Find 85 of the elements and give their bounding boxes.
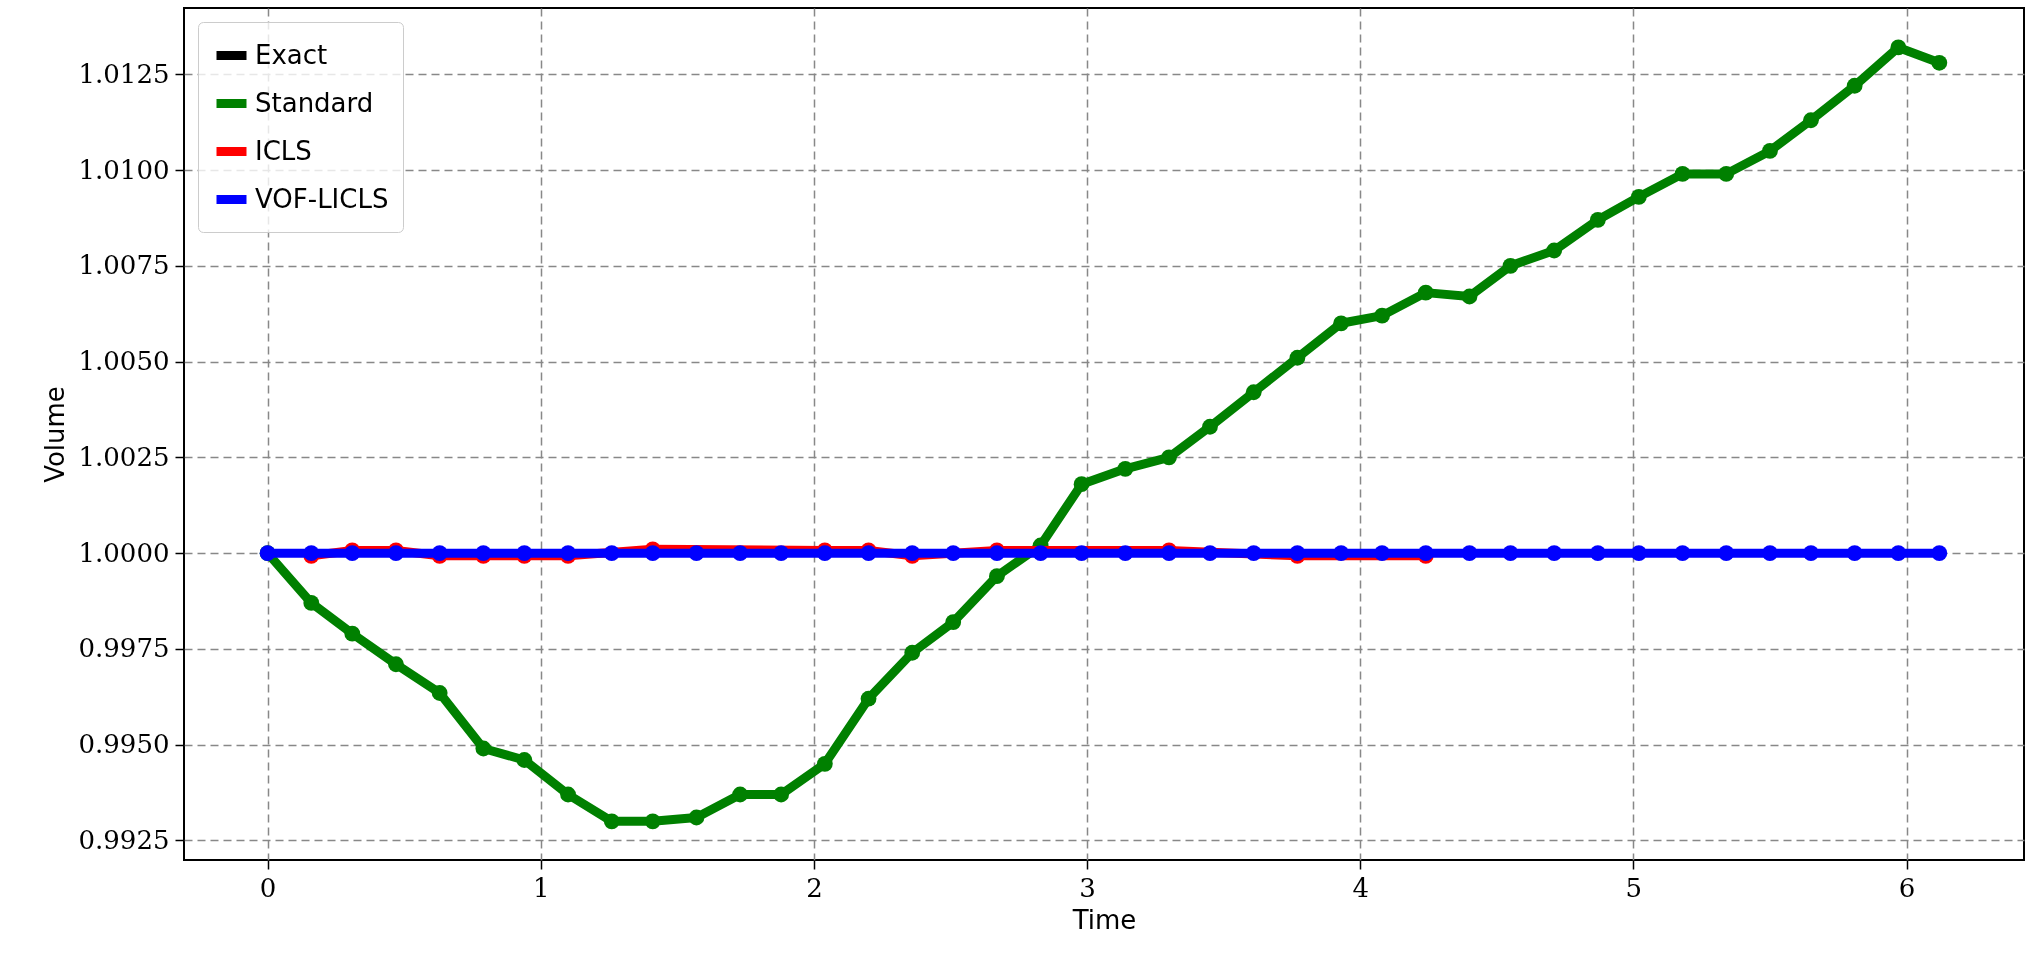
point [1762,545,1778,562]
point [1461,288,1478,305]
y-tick-label: 0.9950 [78,729,170,760]
x-tick-label: 4 [1352,872,1369,903]
y-tick-label: 1.0025 [78,441,170,472]
y-tick-label: 1.0000 [78,537,170,568]
point [1333,545,1350,562]
point [644,545,661,562]
point [1890,39,1907,56]
point [603,813,620,830]
point [1461,545,1478,562]
point [1073,476,1090,493]
x-tick-label: 6 [1898,872,1916,903]
point [904,644,921,661]
point [431,685,448,701]
y-tick-label: 1.0075 [78,250,170,281]
point [860,690,877,707]
point [1630,188,1647,205]
point [475,740,492,757]
point [1674,165,1691,182]
point [989,568,1005,585]
point [688,809,705,826]
point [773,545,790,562]
y-tick-label: 1.0125 [78,58,170,89]
legend-label: Exact [255,39,328,70]
point [388,656,404,673]
point [1630,545,1647,562]
point [1890,545,1907,562]
point [1718,545,1735,562]
point [1374,307,1390,324]
point [560,786,576,803]
point [1846,77,1863,94]
x-tick-label: 1 [532,872,550,903]
point [1846,545,1863,562]
point [1589,211,1606,228]
x-tick-label: 3 [1079,872,1096,903]
point [1161,449,1177,466]
point [945,545,962,562]
point [1245,545,1262,562]
y-tick-label: 1.0100 [78,154,170,185]
point [773,786,790,803]
y-tick-label: 0.9925 [78,824,170,855]
point [1502,257,1519,274]
point [732,786,749,803]
legend-label: VOF-LICLS [255,183,389,214]
point [1374,545,1390,562]
point [344,625,361,642]
point [1718,165,1735,182]
y-tick-label: 0.9975 [78,633,170,664]
point [732,545,749,562]
point [1117,545,1134,562]
point [945,614,962,630]
point [1546,545,1563,562]
y-axis-title: Volume [39,386,70,483]
point [1202,545,1218,562]
point [516,752,533,768]
x-axis-title: Time [1071,904,1137,935]
point [1546,242,1563,259]
point [1803,545,1819,562]
point [1289,349,1306,366]
point [1502,545,1519,562]
x-tick-label: 5 [1625,872,1643,903]
point [303,595,320,611]
point [1202,418,1218,435]
point [1333,315,1350,332]
point [1245,384,1262,401]
point [1931,545,1948,562]
legend-label: Standard [255,87,374,118]
point [1762,143,1778,159]
point [1589,545,1606,562]
legend-label: ICLS [255,135,312,166]
y-tick-label: 1.0050 [78,346,170,377]
point [1931,54,1948,71]
point [1803,112,1819,129]
x-tick-label: 2 [806,872,823,903]
point [644,813,661,830]
point [1674,545,1691,562]
point [1117,460,1134,477]
point [1032,545,1049,562]
point [1417,284,1434,301]
point [688,545,705,562]
point [816,755,833,772]
point [603,545,620,562]
point [1073,545,1090,562]
x-tick-label: 0 [259,872,277,903]
